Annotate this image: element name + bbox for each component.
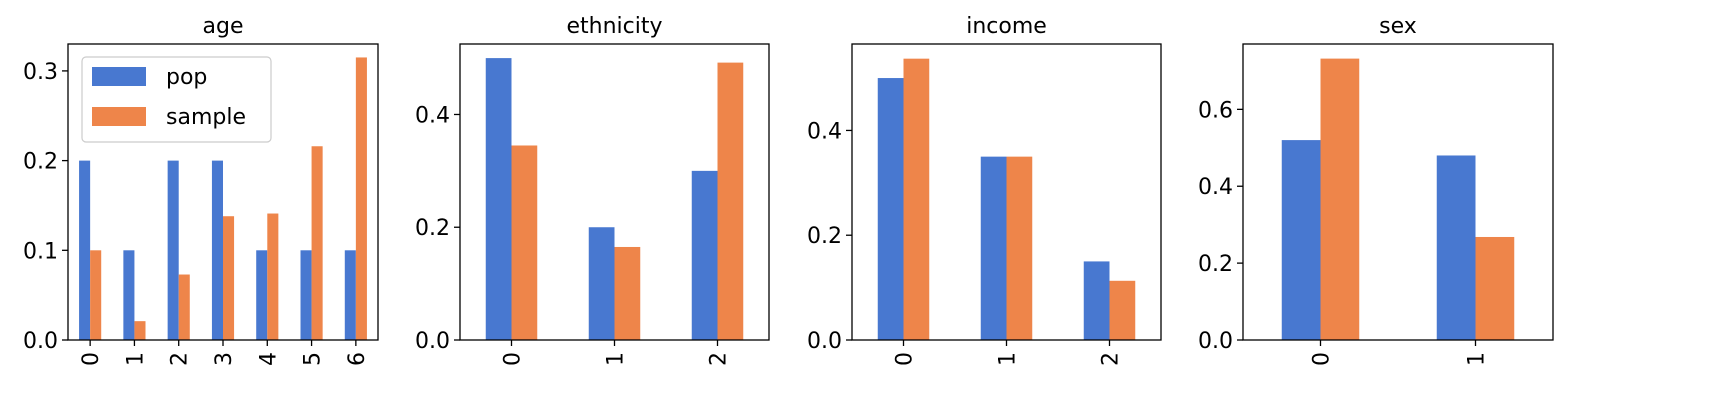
x-tick-label: 2 bbox=[707, 352, 732, 366]
bar-age-pop-1 bbox=[123, 250, 135, 340]
bar-income-pop-2 bbox=[1083, 261, 1110, 340]
bar-age-pop-3 bbox=[211, 160, 223, 340]
subplot-title: age bbox=[203, 14, 244, 39]
x-tick-label: 4 bbox=[256, 352, 281, 366]
bar-sex-sample-1 bbox=[1475, 236, 1515, 340]
y-tick-label: 0.4 bbox=[1198, 175, 1233, 200]
subplot-ethnicity: 0.0 0.2 0.4 0 1 2 ethnicity bbox=[415, 14, 770, 366]
axes-frame bbox=[1242, 43, 1554, 341]
x-tick-label: 1 bbox=[604, 352, 629, 366]
bar-age-pop-0 bbox=[79, 160, 91, 340]
bar-age-pop-2 bbox=[167, 160, 179, 340]
legend-swatch-pop bbox=[92, 67, 146, 86]
bar-income-sample-2 bbox=[1109, 280, 1136, 340]
bar-age-pop-5 bbox=[300, 250, 312, 340]
bar-age-sample-4 bbox=[267, 213, 279, 340]
bar-age-sample-1 bbox=[134, 321, 146, 340]
y-tick-label: 0.1 bbox=[23, 239, 58, 264]
bar-ethnicity-sample-2 bbox=[717, 62, 744, 341]
x-tick-label: 1 bbox=[1465, 352, 1490, 366]
x-tick-label: 2 bbox=[168, 352, 193, 366]
x-tick-label: 1 bbox=[123, 352, 148, 366]
bar-ethnicity-pop-2 bbox=[691, 170, 718, 340]
subplot-age: 0.0 0.1 0.2 0.3 0 1 2 3 4 5 6 age pop sample bbox=[23, 14, 379, 366]
bar-sex-pop-0 bbox=[1281, 140, 1321, 340]
legend-label-sample: sample bbox=[166, 105, 246, 130]
bar-age-sample-2 bbox=[178, 274, 190, 340]
y-tick-label: 0.2 bbox=[1198, 252, 1233, 277]
bar-income-sample-1 bbox=[1006, 156, 1033, 340]
bar-age-sample-6 bbox=[355, 57, 367, 340]
y-tick-label: 0.4 bbox=[415, 103, 450, 128]
x-tick-label: 0 bbox=[501, 352, 526, 366]
x-tick-label: 1 bbox=[996, 352, 1021, 366]
bar-sex-pop-1 bbox=[1436, 155, 1476, 340]
subplot-income: 0.0 0.2 0.4 0 1 2 income bbox=[807, 14, 1162, 366]
legend-swatch-sample bbox=[92, 107, 146, 126]
x-tick-label: 0 bbox=[79, 352, 104, 366]
subplot-title: sex bbox=[1379, 14, 1417, 39]
bar-age-pop-4 bbox=[256, 250, 268, 340]
bar-age-sample-0 bbox=[90, 250, 102, 340]
y-tick-label: 0.0 bbox=[23, 329, 58, 354]
x-tick-label: 2 bbox=[1099, 352, 1124, 366]
y-tick-label: 0.0 bbox=[1198, 329, 1233, 354]
y-tick-label: 0.2 bbox=[415, 216, 450, 241]
bar-ethnicity-pop-0 bbox=[485, 58, 512, 340]
legend: pop sample bbox=[81, 56, 272, 143]
subplot-sex: 0.0 0.2 0.4 0.6 0 1 sex bbox=[1198, 14, 1554, 366]
y-tick-label: 0.2 bbox=[23, 150, 58, 175]
y-tick-label: 0.2 bbox=[807, 224, 842, 249]
bar-sex-sample-0 bbox=[1320, 58, 1360, 341]
y-tick-label: 0.6 bbox=[1198, 98, 1233, 123]
y-tick-label: 0.0 bbox=[415, 329, 450, 354]
bar-age-pop-6 bbox=[344, 250, 356, 340]
x-tick-label: 0 bbox=[893, 352, 918, 366]
x-tick-label: 5 bbox=[301, 352, 326, 366]
bar-income-pop-1 bbox=[980, 156, 1007, 340]
y-tick-label: 0.4 bbox=[807, 119, 842, 144]
bar-income-sample-0 bbox=[903, 58, 930, 341]
bar-ethnicity-sample-0 bbox=[511, 145, 538, 340]
x-tick-label: 6 bbox=[345, 352, 370, 366]
x-tick-label: 0 bbox=[1310, 352, 1335, 366]
bar-age-sample-5 bbox=[311, 146, 323, 340]
bar-income-pop-0 bbox=[877, 78, 904, 341]
subplot-title: income bbox=[966, 14, 1047, 39]
bar-age-sample-3 bbox=[223, 216, 235, 340]
y-tick-label: 0.3 bbox=[23, 60, 58, 85]
x-tick-label: 3 bbox=[212, 352, 237, 366]
legend-label-pop: pop bbox=[166, 65, 207, 90]
bar-ethnicity-pop-1 bbox=[588, 227, 615, 340]
y-tick-label: 0.0 bbox=[807, 329, 842, 354]
bar-ethnicity-sample-1 bbox=[614, 246, 641, 340]
subplot-title: ethnicity bbox=[566, 14, 662, 39]
